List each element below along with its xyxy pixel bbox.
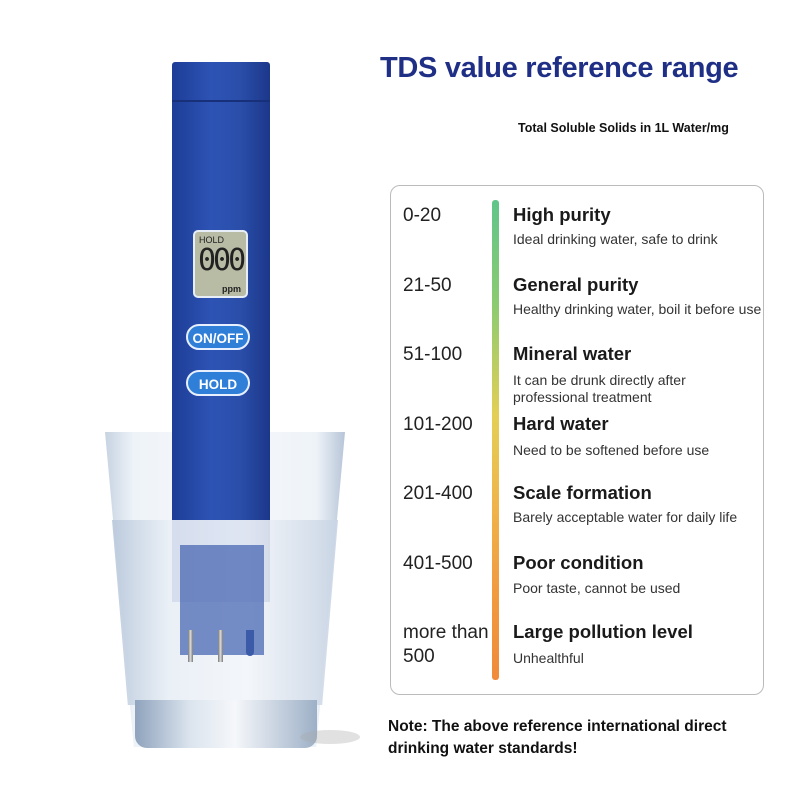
footnote: Note: The above reference international … xyxy=(388,718,727,757)
range-label: 101-200 xyxy=(403,414,473,435)
range-title: Mineral water xyxy=(513,343,632,364)
lcd-unit: ppm xyxy=(222,284,241,294)
electrode-pin xyxy=(188,630,193,662)
lcd-display: HOLD 000 ppm xyxy=(193,230,248,298)
range-desc: Need to be softened before use xyxy=(513,442,710,458)
meter-cap-seam xyxy=(172,100,270,102)
glass-base xyxy=(135,700,317,748)
reference-card xyxy=(390,185,764,695)
range-label: 0-20 xyxy=(403,205,442,226)
range-desc: Barely acceptable water for daily life xyxy=(513,509,738,525)
range-desc: It can be drunk directly after professio… xyxy=(513,372,686,405)
range-desc: Healthy drinking water, boil it before u… xyxy=(513,301,762,317)
range-label: 21-50 xyxy=(403,275,452,296)
range-title: Poor condition xyxy=(513,552,644,573)
glass-shadow xyxy=(300,730,360,744)
range-label: 401-500 xyxy=(403,553,473,574)
page-subtitle: Total Soluble Solids in 1L Water/mg xyxy=(518,121,729,135)
range-label: 51-100 xyxy=(403,344,463,365)
range-title: General purity xyxy=(513,274,639,295)
range-title: High purity xyxy=(513,204,611,225)
page-title: TDS value reference range xyxy=(380,52,739,84)
on-off-button[interactable]: ON/OFF xyxy=(186,324,250,350)
range-label: 201-400 xyxy=(403,483,473,504)
lcd-mode: HOLD xyxy=(199,235,225,245)
electrode-pin xyxy=(218,630,223,662)
range-title: Large pollution level xyxy=(513,621,693,642)
range-desc: Ideal drinking water, safe to drink xyxy=(513,231,718,247)
purity-scale-bar xyxy=(492,200,499,680)
range-desc: Poor taste, cannot be used xyxy=(513,580,681,596)
range-title: Scale formation xyxy=(513,482,652,503)
range-label: more than 500 xyxy=(403,622,489,667)
lcd-value: 000 xyxy=(198,243,246,278)
temperature-probe xyxy=(246,630,254,656)
range-title: Hard water xyxy=(513,413,609,434)
range-desc: Unhealthful xyxy=(513,650,584,666)
hold-button[interactable]: HOLD xyxy=(186,370,250,396)
